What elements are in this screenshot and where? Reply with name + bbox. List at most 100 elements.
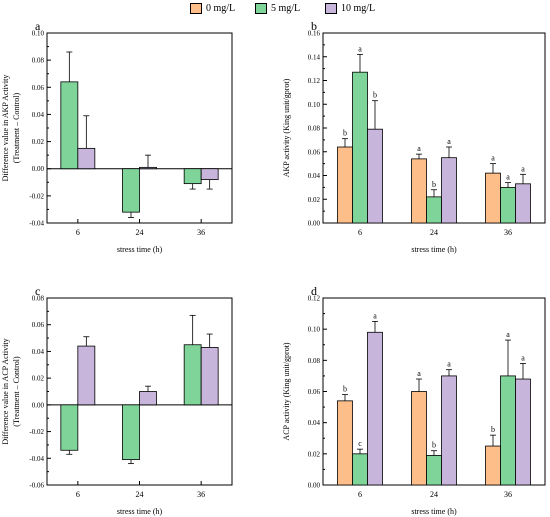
bar [77,345,96,406]
y-axis-label: Difference value in AKP Activity (Treatme… [1,75,21,182]
x-tick-label: 24 [136,228,144,237]
significance-letter: a [506,330,510,339]
x-tick-label: 6 [76,228,80,237]
y-tick-label: 0.04 [32,111,45,119]
y-tick-label: 0.06 [308,148,321,156]
bar [411,158,427,224]
bar [337,400,353,486]
bar [60,81,79,170]
legend-swatch-10mg [325,3,337,15]
bar [515,183,531,224]
bar [139,391,157,406]
significance-letter: b [373,91,377,100]
legend-swatch-5mg [255,3,267,15]
y-tick-label: 0.06 [32,321,45,329]
legend-label-0mg: 0 mg/L [206,3,236,15]
bar [426,196,442,224]
bar [60,404,79,451]
x-tick-label: 24 [136,490,144,499]
bar [411,391,427,486]
y-tick-label: 0.10 [32,30,45,38]
y-axis-label-line: (Treatment – Control) [12,356,21,427]
significance-letter: c [358,439,362,448]
panel-letter: d [311,284,317,298]
significance-letter: a [447,360,451,369]
significance-letter: a [358,44,362,53]
y-tick-label: 0.10 [308,326,321,334]
bar [122,404,140,461]
y-tick-label: 0.02 [308,450,321,458]
significance-letter: a [373,311,377,320]
y-tick-label: 0.00 [308,482,321,490]
bar [515,378,531,486]
y-axis-label-line: Difference value in ACP Activity [1,338,10,444]
x-tick-label: 36 [504,228,512,237]
bar [500,186,516,224]
y-tick-label: -0.02 [29,428,44,436]
y-tick-label: 0.04 [308,419,321,427]
x-tick-label: 6 [358,228,362,237]
x-tick-label: 36 [197,228,205,237]
y-tick-label: 0.02 [32,375,45,383]
bar [200,168,219,180]
bar [426,454,442,486]
x-tick-label: 36 [504,490,512,499]
y-axis-label-line: Difference value in AKP Activity [1,75,10,182]
bar [485,172,501,224]
y-tick-label: 0.08 [308,357,321,365]
bar [352,453,368,486]
y-tick-label: 0.00 [308,220,321,228]
y-axis-label-line: ACP activity (King unit/gprot) [282,342,291,440]
significance-letter: b [491,425,495,434]
significance-letter: b [432,180,436,189]
y-axis-label: ACP activity (King unit/gprot) [282,342,291,440]
bar [337,146,353,224]
panel-d: 0.00 0.02 0.04 0.06 0.08 0.10 0.12 6 b c a 24 a b a 36 b… [282,284,546,516]
y-tick-label: 0.04 [308,172,321,180]
bar [200,347,219,406]
y-tick-label: -0.04 [29,455,44,463]
panel-b: 0.00 0.02 0.04 0.06 0.08 0.10 0.12 0.14 0.16 6 b a b… [282,19,546,254]
significance-letter: b [343,385,347,394]
x-axis-label: stress time (h) [117,507,163,516]
legend-label-5mg: 5 mg/L [271,3,301,15]
y-tick-label: 0.02 [308,196,321,204]
significance-letter: a [417,144,421,153]
y-tick-label: 0.08 [32,57,45,65]
bar [352,71,368,224]
legend-item-10mg: 10 mg/L [325,3,375,17]
y-tick-label: -0.06 [29,482,44,490]
y-tick-label: 0.14 [308,53,321,61]
y-tick-label: 0.00 [32,401,45,409]
x-axis-label: stress time (h) [411,507,457,516]
x-axis-label: stress time (h) [411,245,457,254]
bar [139,166,157,170]
significance-letter: b [432,441,436,450]
significance-letter: a [417,369,421,378]
y-tick-label: 0.06 [32,84,45,92]
y-axis-label: AKP activity (King unit/gprot) [282,78,291,177]
y-tick-label: 0.16 [308,30,321,38]
significance-letter: a [506,173,510,182]
y-tick-label: 0.12 [308,295,321,303]
y-tick-label: 0.08 [308,125,321,133]
bar [367,128,383,224]
y-axis-label: Difference value in ACP Activity (Treatme… [1,338,21,444]
bar [441,375,457,486]
legend-item-5mg: 5 mg/L [255,3,300,17]
x-axis-label: stress time (h) [117,245,163,254]
x-tick-label: 24 [430,228,438,237]
y-tick-label: 0.00 [32,165,45,173]
significance-letter: a [521,353,525,362]
y-tick-label: 0.08 [32,295,45,303]
y-tick-label: 0.10 [308,101,321,109]
significance-letter: a [447,137,451,146]
significance-letter: b [343,129,347,138]
panel-letter: a [35,19,41,33]
x-tick-label: 6 [358,490,362,499]
legend-item-0mg: 0 mg/L [190,3,235,17]
panel-c: -0.06 -0.04 -0.02 0.00 0.02 0.04 0.06 0.08 6 24 36… [1,284,233,516]
bar [500,375,516,486]
bar [485,445,501,486]
panel-letter: b [311,19,317,33]
